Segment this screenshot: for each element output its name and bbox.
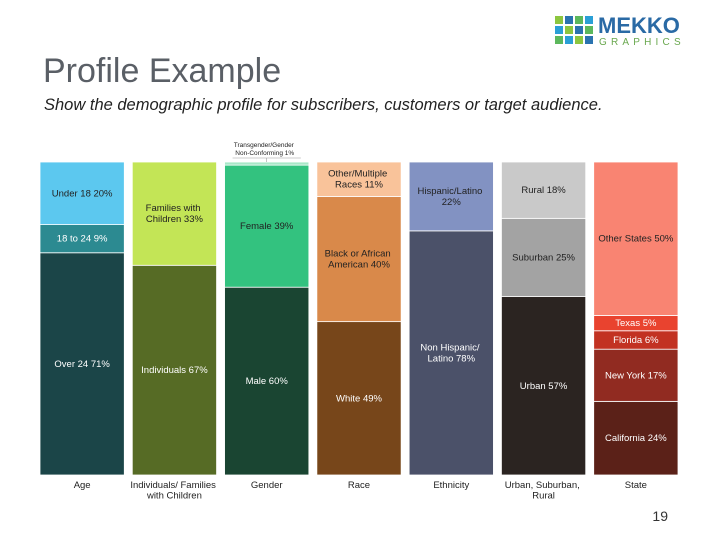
segment [501, 296, 587, 476]
segment [131, 264, 217, 476]
segment-label: Male 60% [246, 376, 289, 387]
segment-label: California 24% [605, 433, 667, 444]
segment-label: Other/Multiple Races 11% [328, 168, 390, 190]
segment-label: Female 39% [240, 221, 294, 232]
segment [39, 224, 125, 254]
logo-word: MEKKO [598, 13, 680, 38]
chart: Over 24 71% 18 to 24 9% Under 18 20% Age Ind… [39, 142, 679, 502]
segment-label: Individuals 67% [141, 365, 208, 376]
segment [224, 164, 310, 288]
segment-label: Non Hispanic/ Latino 78% [420, 342, 482, 364]
segment [131, 161, 217, 266]
segment-label: Other States 50% [598, 233, 674, 244]
segment-label: New York 17% [605, 370, 667, 381]
segment [593, 161, 679, 316]
page-number: 19 [652, 508, 668, 524]
segment [224, 161, 310, 166]
category-label: State [625, 480, 647, 491]
category-label: Gender [251, 480, 283, 491]
logo-icon [555, 16, 593, 44]
segment-label: White 49% [336, 393, 382, 404]
segment-label: Hispanic/Latino 22% [417, 185, 485, 207]
segment-label: Families with Children 33% [146, 203, 204, 225]
category-label: Individuals/ Families with Children [130, 480, 218, 502]
segment-label: Texas 5% [615, 318, 657, 329]
segment [316, 161, 402, 197]
category-label: Ethnicity [433, 480, 469, 491]
segment [316, 196, 402, 323]
segment-label: Urban 57% [520, 380, 568, 391]
segment-label: Rural 18% [521, 185, 566, 196]
segment [593, 400, 679, 476]
slide-subtitle: Show the demographic profile for subscri… [44, 96, 603, 114]
slide-title: Profile Example [43, 52, 281, 90]
category-label: Race [348, 480, 370, 491]
segment-label: Black or African American 40% [325, 248, 394, 270]
segment-label: Suburban 25% [512, 252, 575, 263]
segment-label: 18 to 24 9% [57, 233, 108, 244]
segment-label: Transgender/Gender Non-Conforming 1% [234, 142, 296, 157]
segment [501, 161, 587, 219]
segment [316, 321, 402, 476]
segment [224, 286, 310, 476]
segment [39, 161, 125, 225]
segment-label: Under 18 20% [52, 188, 113, 199]
segment [408, 161, 494, 232]
segment-label: Florida 6% [613, 334, 659, 345]
segment [501, 217, 587, 297]
segment-label: Over 24 71% [54, 358, 110, 369]
category-label: Urban, Suburban, Rural [505, 480, 583, 502]
segment [408, 230, 494, 476]
category-label: Age [74, 480, 91, 491]
segment [39, 252, 125, 476]
logo-sub: GRAPHICS [599, 37, 685, 48]
